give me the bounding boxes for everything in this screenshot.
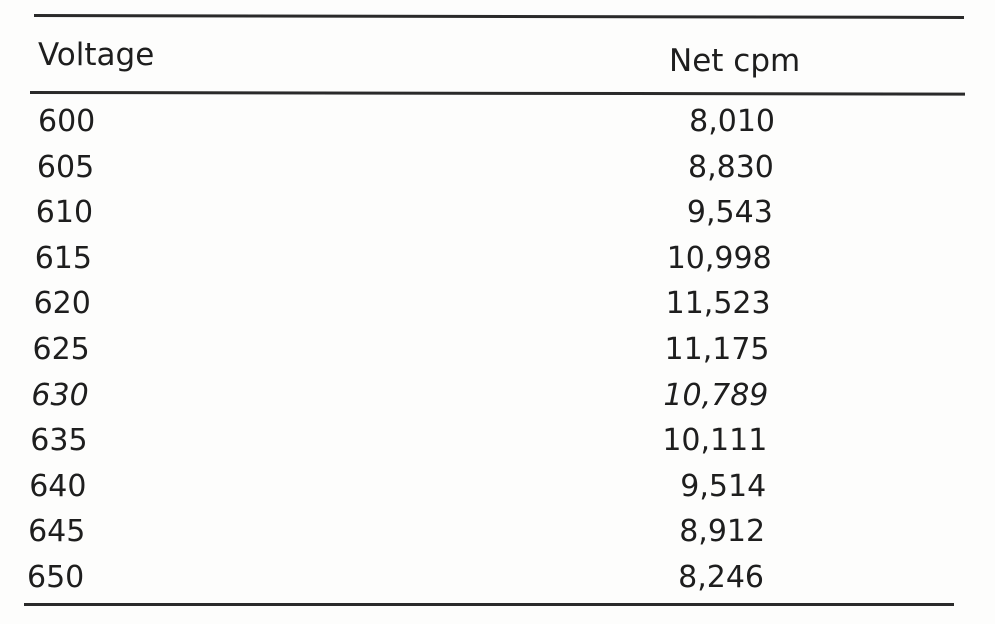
table-row: 650 8,246 bbox=[0, 563, 995, 603]
voltage-cell: 625 bbox=[32, 332, 90, 367]
column-header-voltage: Voltage bbox=[38, 37, 155, 73]
net-cpm-cell: 9,514 bbox=[680, 468, 767, 504]
voltage-cell: 615 bbox=[34, 240, 92, 276]
voltage-cell: 620 bbox=[33, 286, 91, 322]
net-cpm-cell: 10,111 bbox=[662, 423, 768, 459]
table-row: 640 9,514 bbox=[0, 468, 995, 512]
voltage-cell: 640 bbox=[29, 468, 87, 504]
table-row: 615 10,998 bbox=[0, 240, 995, 284]
net-cpm-cell: 8,246 bbox=[678, 560, 764, 595]
table-row: 635 10,111 bbox=[0, 426, 995, 466]
voltage-cell: 645 bbox=[28, 514, 86, 550]
voltage-cell: 600 bbox=[38, 104, 96, 139]
net-cpm-cell: 11,175 bbox=[664, 332, 770, 367]
voltage-cell: 650 bbox=[27, 560, 85, 595]
voltage-cell: 630 bbox=[31, 377, 89, 413]
table-row: 610 9,543 bbox=[0, 198, 995, 238]
bottom-rule bbox=[24, 603, 954, 606]
net-cpm-cell: 10,789 bbox=[663, 377, 769, 413]
net-cpm-cell: 11,523 bbox=[665, 286, 771, 322]
table-row: 620 11,523 bbox=[0, 289, 995, 329]
voltage-cell: 605 bbox=[36, 149, 95, 185]
voltage-cell: 610 bbox=[35, 195, 94, 231]
net-cpm-cell: 8,912 bbox=[679, 514, 766, 550]
net-cpm-cell: 10,998 bbox=[666, 240, 772, 276]
column-header-net-cpm: Net cpm bbox=[669, 43, 801, 79]
table-row: 605 8,830 bbox=[0, 149, 995, 193]
voltage-cell: 635 bbox=[30, 423, 88, 459]
top-rule bbox=[33, 14, 965, 19]
table-row: 600 8,010 bbox=[0, 107, 995, 147]
net-cpm-cell: 8,010 bbox=[689, 104, 775, 139]
table-row: 630 10,789 bbox=[0, 377, 995, 421]
table-row: 645 8,912 bbox=[0, 517, 995, 557]
net-cpm-cell: 8,830 bbox=[688, 149, 774, 185]
header-rule bbox=[29, 91, 966, 96]
table-row: 625 11,175 bbox=[0, 335, 995, 375]
net-cpm-cell: 9,543 bbox=[686, 195, 773, 231]
